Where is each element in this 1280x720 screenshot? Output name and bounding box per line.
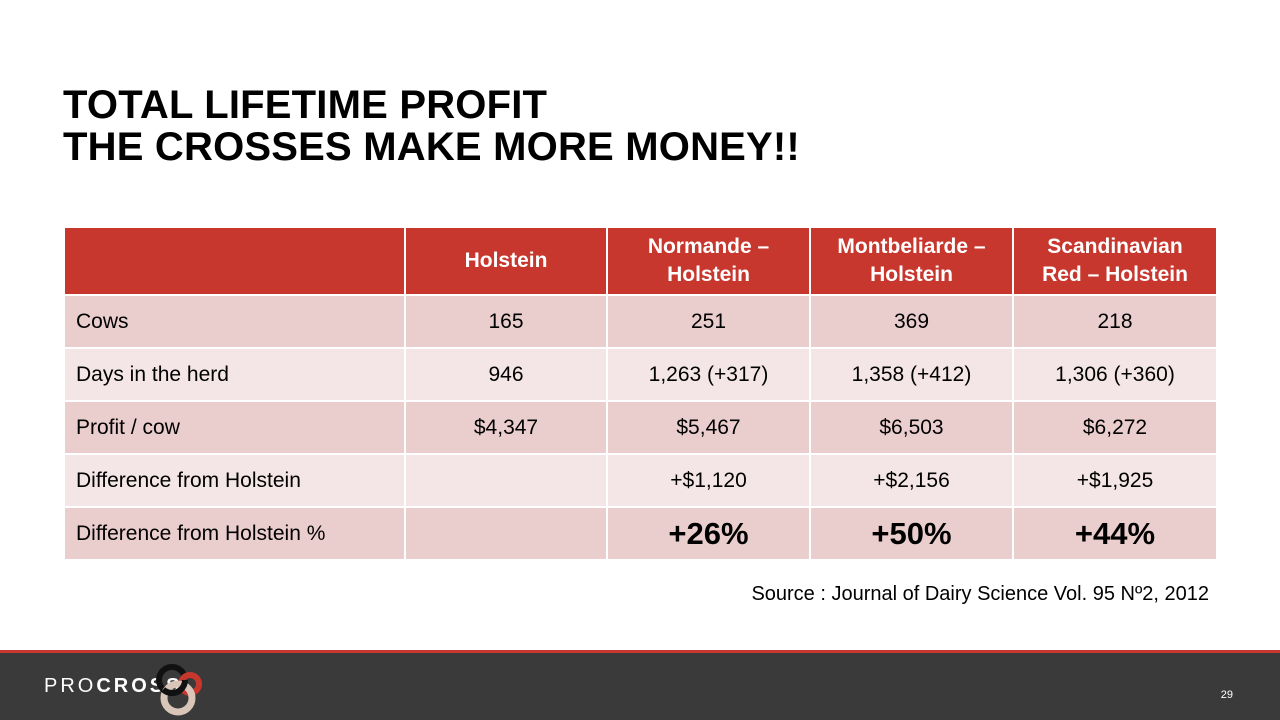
title-line-2: THE CROSSES MAKE MORE MONEY!! <box>63 125 800 169</box>
table-cell: $5,467 <box>606 400 811 455</box>
slide-title: TOTAL LIFETIME PROFIT THE CROSSES MAKE M… <box>63 84 800 168</box>
table-row: Difference from Holstein +$1,120 +$2,156… <box>63 453 1218 508</box>
table-cell: +$2,156 <box>809 453 1014 508</box>
table-cell: +26% <box>606 506 811 561</box>
table-cell: +$1,120 <box>606 453 811 508</box>
brand-pro-text: PRO <box>44 675 97 697</box>
header-holstein-label: Holstein <box>464 249 548 272</box>
row-label: Difference from Holstein <box>63 453 406 508</box>
table-cell: 251 <box>606 294 811 349</box>
row-label: Cows <box>63 294 406 349</box>
table-cell: 218 <box>1012 294 1218 349</box>
table-cell: +$1,925 <box>1012 453 1218 508</box>
table-cell: 946 <box>404 347 608 402</box>
header-empty-cell <box>63 226 406 296</box>
table-row: Profit / cow $4,347 $5,467 $6,503 $6,272 <box>63 400 1218 455</box>
page-number: 29 <box>1220 689 1233 701</box>
table-cell: +50% <box>809 506 1014 561</box>
table-row: Cows 165 251 369 218 <box>63 294 1218 349</box>
table-header-row: Holstein Normande – Holstein Montbeliard… <box>63 226 1218 296</box>
table-row: Difference from Holstein % +26% +50% +44… <box>63 506 1218 561</box>
procross-logo-icon <box>156 664 202 716</box>
header-montbeliarde-holstein-label: Montbeliarde – Holstein <box>837 235 986 286</box>
table-row: Days in the herd 946 1,263 (+317) 1,358 … <box>63 347 1218 402</box>
title-line-1: TOTAL LIFETIME PROFIT <box>63 83 548 127</box>
table-cell: 1,358 (+412) <box>809 347 1014 402</box>
table-cell: $4,347 <box>404 400 608 455</box>
comparison-table: Holstein Normande – Holstein Montbeliard… <box>63 226 1218 561</box>
table-cell <box>404 506 608 561</box>
source-citation: Source : Journal of Dairy Science Vol. 9… <box>751 583 1209 605</box>
header-montbeliarde-holstein: Montbeliarde – Holstein <box>809 226 1014 296</box>
table-cell: 165 <box>404 294 608 349</box>
header-normande-holstein: Normande – Holstein <box>606 226 811 296</box>
row-label: Difference from Holstein % <box>63 506 406 561</box>
row-label: Profit / cow <box>63 400 406 455</box>
row-label: Days in the herd <box>63 347 406 402</box>
table-cell <box>404 453 608 508</box>
header-scandinavian-red-holstein-label: Scandinavian Red – Holstein <box>1042 235 1188 286</box>
header-holstein: Holstein <box>404 226 608 296</box>
table-cell: +44% <box>1012 506 1218 561</box>
table-cell: 1,263 (+317) <box>606 347 811 402</box>
header-normande-holstein-label: Normande – Holstein <box>647 235 770 286</box>
table-cell: 1,306 (+360) <box>1012 347 1218 402</box>
footer-bar: PROCROSS 29 <box>0 650 1280 720</box>
header-scandinavian-red-holstein: Scandinavian Red – Holstein <box>1012 226 1218 296</box>
table-cell: $6,272 <box>1012 400 1218 455</box>
table-cell: 369 <box>809 294 1014 349</box>
table-cell: $6,503 <box>809 400 1014 455</box>
